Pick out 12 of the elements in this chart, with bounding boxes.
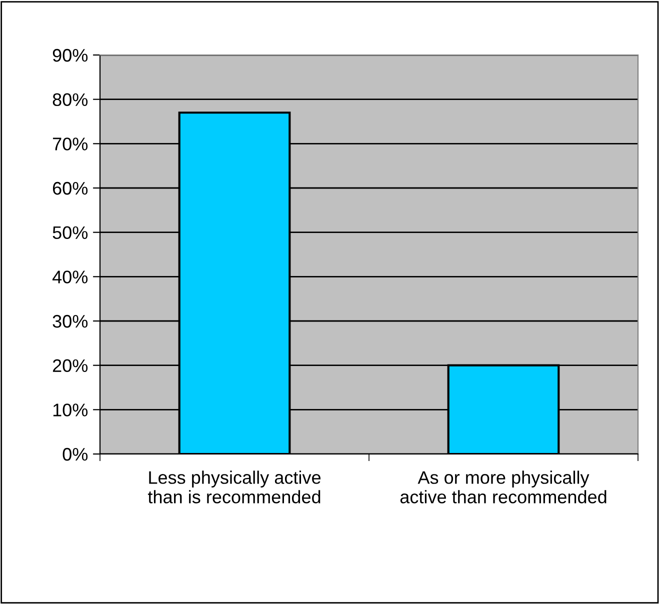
y-tick-label: 80% [52,93,88,106]
y-tick-label: 60% [52,182,88,195]
y-tick-label: 0% [62,448,88,461]
x-tick-label: Less physically active than is recommended [148,470,321,504]
y-tick-label: 90% [52,48,88,62]
y-tick-label: 50% [52,226,88,240]
y-tick-label: 30% [52,314,88,328]
y-tick-label: 20% [52,359,88,372]
y-tick-label: 70% [52,138,88,150]
y-tick-label: 10% [53,404,88,416]
x-tick-label: As or more physically active than recommended [400,470,606,504]
y-tick-label: 40% [52,270,88,284]
